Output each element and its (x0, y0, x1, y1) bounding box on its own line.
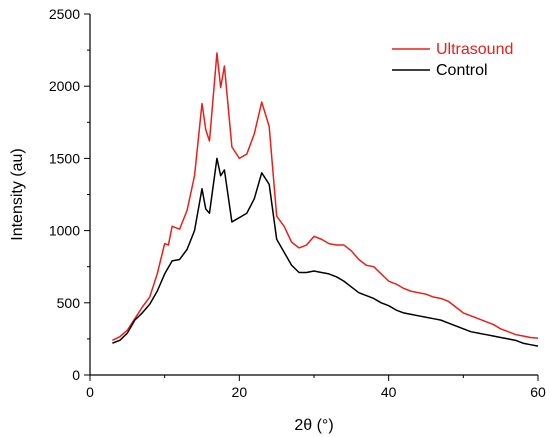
y-tick-label: 500 (57, 295, 81, 311)
y-tick-label: 1500 (49, 150, 80, 166)
y-tick-label: 2500 (49, 6, 80, 22)
tick-labels: 0 20 40 60 0 500 1000 1500 2000 2500 (49, 6, 546, 400)
tick-marks (84, 13, 539, 381)
y-tick-label: 1000 (49, 223, 80, 239)
y-tick-label: 2000 (49, 78, 80, 94)
legend: Ultrasound Control (392, 41, 513, 79)
y-axis-title: Intensity (au) (9, 148, 26, 240)
legend-label-control: Control (436, 62, 488, 79)
series-group (112, 52, 539, 347)
x-tick-label: 60 (530, 384, 546, 400)
x-tick-label: 20 (232, 384, 248, 400)
series-line-control (112, 157, 539, 347)
y-tick-label: 0 (72, 367, 80, 383)
x-tick-label: 0 (86, 384, 94, 400)
legend-label-ultrasound: Ultrasound (436, 41, 513, 58)
series-line-ultrasound (112, 52, 539, 342)
x-axis-title: 2θ (°) (294, 417, 333, 434)
x-tick-label: 40 (381, 384, 397, 400)
